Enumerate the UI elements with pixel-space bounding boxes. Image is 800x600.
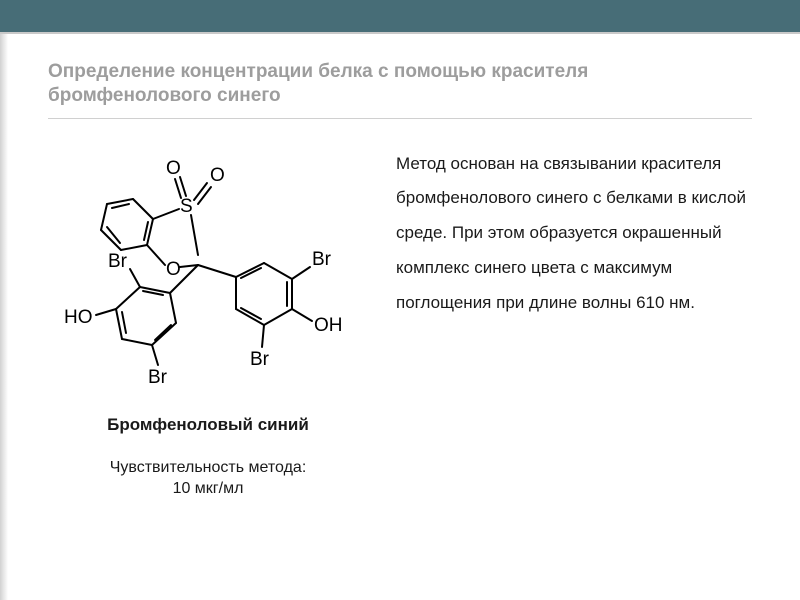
- atom-oh-r: OH: [314, 315, 343, 336]
- left-column: O O S O Br HO Br Br OH Br Бромфеноловый …: [48, 147, 368, 500]
- right-column: Метод основан на связывании красителя бр…: [396, 147, 752, 500]
- structure-svg: O O S O Br HO Br Br OH Br: [58, 147, 358, 407]
- method-description: Метод основан на связывании красителя бр…: [396, 147, 752, 321]
- slide-content: Определение концентрации белка с помощью…: [0, 34, 800, 520]
- sensitivity-label: Чувствительность метода:: [110, 459, 307, 476]
- content-columns: O O S O Br HO Br Br OH Br Бромфеноловый …: [48, 147, 752, 500]
- atom-o-ring: O: [166, 259, 181, 280]
- slide-left-shadow: [0, 34, 8, 600]
- atom-ho-l: HO: [64, 307, 93, 328]
- sensitivity-block: Чувствительность метода: 10 мкг/мл: [110, 457, 307, 500]
- sensitivity-value: 10 мкг/мл: [173, 480, 244, 497]
- atom-br-tr: Br: [312, 249, 332, 270]
- atom-br-br: Br: [250, 349, 270, 370]
- chemical-structure: O O S O Br HO Br Br OH Br: [58, 147, 358, 407]
- atom-o2: O: [210, 165, 225, 186]
- structure-caption: Бромфеноловый синий: [107, 415, 309, 435]
- slide-top-bar: [0, 0, 800, 34]
- atom-o1: O: [166, 158, 181, 179]
- atom-br-bl: Br: [148, 367, 168, 388]
- slide-title: Определение концентрации белка с помощью…: [48, 60, 752, 108]
- title-underline: [48, 118, 752, 119]
- atom-br-tl: Br: [108, 251, 128, 272]
- atom-s: S: [180, 196, 193, 217]
